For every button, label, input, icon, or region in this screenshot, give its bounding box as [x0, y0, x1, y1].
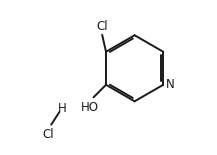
Text: N: N	[166, 78, 175, 91]
Text: H: H	[58, 102, 67, 115]
Text: Cl: Cl	[96, 20, 108, 33]
Text: HO: HO	[81, 101, 99, 114]
Text: Cl: Cl	[42, 128, 54, 141]
